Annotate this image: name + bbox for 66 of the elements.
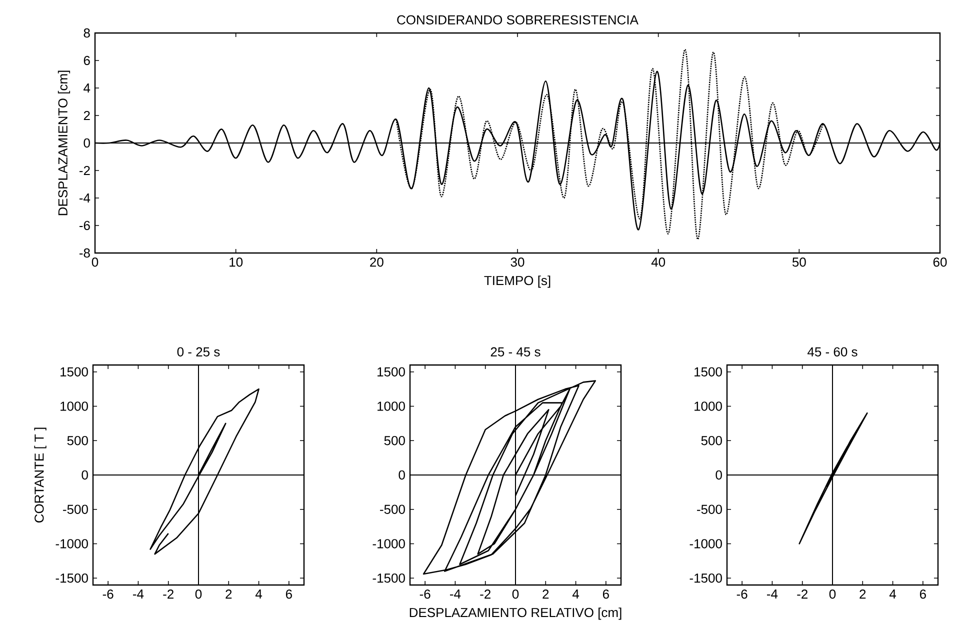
x-tick-label: 2 <box>542 590 549 599</box>
y-tick-label: 4 <box>84 84 90 92</box>
x-tick-label: -2 <box>163 590 174 599</box>
x-tick-label: -4 <box>450 590 461 598</box>
y-tick-label: -1000 <box>690 539 722 548</box>
y-tick-label: 500 <box>67 436 88 446</box>
y-tick-label: 0 <box>716 470 722 480</box>
y-tick-label: 6 <box>84 56 90 66</box>
x-tick-label: 0 <box>512 590 519 599</box>
y-tick-label: -2 <box>79 166 90 176</box>
x-tick-label: -4 <box>133 590 144 598</box>
y-tick-label: 0 <box>82 470 88 480</box>
chart-title: 25 - 45 s <box>490 347 540 356</box>
y-tick-label: -1000 <box>372 539 405 548</box>
x-tick-label: -2 <box>797 590 808 599</box>
y-tick-label: 0 <box>398 470 405 480</box>
chart-title: 45 - 60 s <box>808 347 858 356</box>
y-tick-label: -1500 <box>690 574 722 583</box>
y-tick-label: 2 <box>84 110 90 120</box>
y-tick-label: -500 <box>380 504 405 514</box>
y-tick-label: -1500 <box>372 574 405 583</box>
y-tick-label: 1500 <box>378 367 405 376</box>
x-tick-label: 30 <box>510 258 524 267</box>
x-tick-label: 0 <box>195 590 202 599</box>
y-tick-label: -1500 <box>56 574 88 583</box>
x-tick-label: 6 <box>286 590 292 599</box>
x-tick-label: 2 <box>226 590 232 599</box>
y-tick-label: 1000 <box>60 402 88 411</box>
x-tick-label: 4 <box>572 590 580 598</box>
x-tick-label: 2 <box>860 590 866 599</box>
x-tick-label: -4 <box>767 590 778 598</box>
chart-title: CONSIDERANDO SOBRERESISTENCIA <box>397 15 638 24</box>
x-tick-label: 4 <box>889 590 896 598</box>
x-tick-label: 60 <box>933 258 947 267</box>
x-tick-label: 6 <box>920 590 926 599</box>
y-tick-label: 1000 <box>694 402 722 411</box>
y-tick-label: -500 <box>697 504 722 514</box>
x-tick-label: -6 <box>420 590 430 599</box>
y-tick-label: -4 <box>79 194 90 202</box>
x-tick-label: -6 <box>102 590 114 599</box>
y-tick-label: -6 <box>79 220 90 230</box>
y-tick-label: -500 <box>63 504 88 514</box>
x-tick-label: -2 <box>480 590 490 599</box>
x-axis-title: DESPLAZAMIENTO RELATIVO [cm] <box>410 608 622 620</box>
y-tick-label: -8 <box>79 248 90 258</box>
y-tick-label: 1000 <box>378 402 405 411</box>
y-tick-label: 1500 <box>60 367 88 376</box>
x-tick-label: 0 <box>829 590 836 599</box>
x-tick-label: 20 <box>370 258 384 267</box>
x-tick-label: 50 <box>792 258 806 267</box>
x-tick-label: 6 <box>602 590 609 599</box>
y-axis-title: CORTANTE [ T ] <box>34 428 46 522</box>
chart-title: 0 - 25 s <box>177 347 220 356</box>
x-axis-title: TIEMPO [s] <box>484 276 550 288</box>
x-tick-label: 4 <box>255 590 262 598</box>
y-tick-label: 1500 <box>694 367 722 376</box>
x-tick-label: 0 <box>92 258 98 267</box>
x-tick-label: 10 <box>230 258 243 267</box>
y-tick-label: 500 <box>384 436 405 446</box>
x-tick-label: 40 <box>651 258 666 267</box>
x-tick-label: -6 <box>736 590 748 599</box>
y-tick-label: 500 <box>701 436 722 446</box>
y-tick-label: 0 <box>84 138 90 148</box>
y-axis-title: DESPLAZAMIENTO [cm] <box>58 70 70 216</box>
y-tick-label: -1000 <box>56 539 88 548</box>
y-tick-label: 8 <box>84 28 90 38</box>
